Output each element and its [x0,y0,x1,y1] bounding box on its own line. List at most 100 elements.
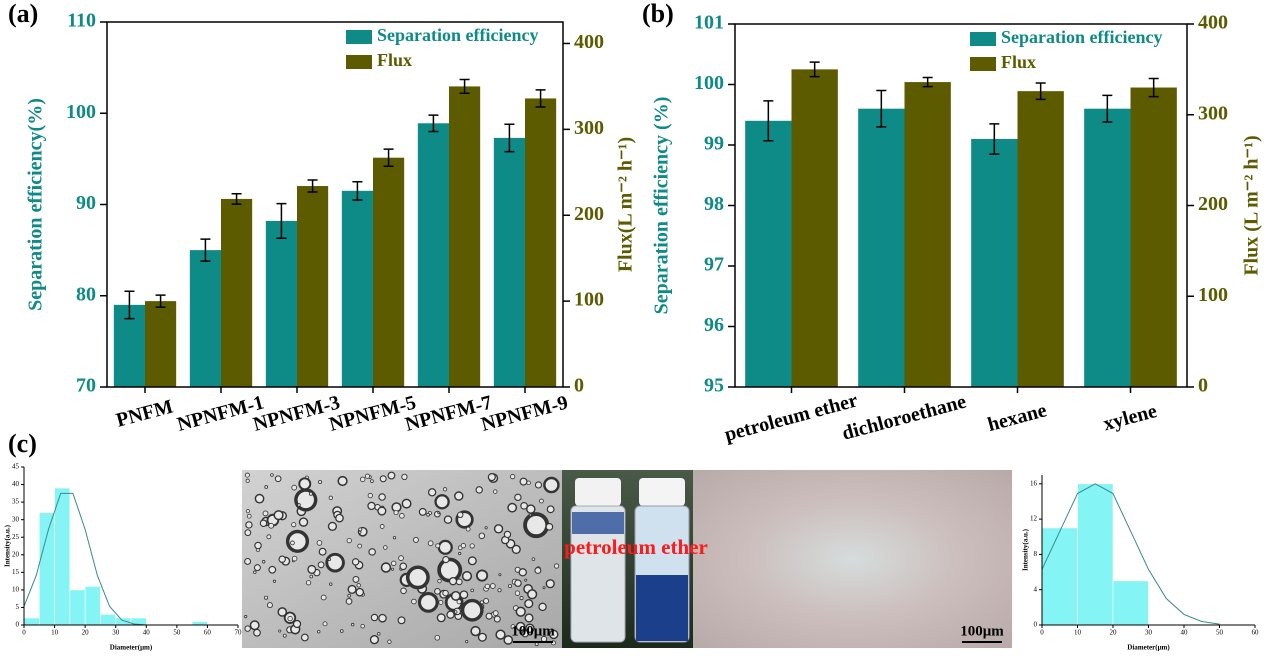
error-bar [809,61,820,78]
bar [904,82,951,387]
vial-cap [639,478,685,506]
plot-frame [734,23,1188,388]
x-tick-label: NPNFM-9 [479,392,571,436]
bubble [254,541,262,550]
bubble [367,501,376,511]
bubble [329,582,333,586]
bubble [245,509,250,514]
bubble [245,478,250,483]
bubble [542,586,546,590]
y-axis-label: Separation efficiency(%) [25,98,47,311]
bubble [337,475,348,487]
bubble [411,598,417,605]
y-tick-label: 99 [704,133,724,155]
bubble [539,498,544,504]
bar [791,69,838,387]
bubble [470,588,475,593]
error-bar [989,123,1000,155]
bubble [417,591,439,613]
bubble [290,540,295,546]
bubble [292,619,302,629]
bubble [495,629,506,640]
bubble [320,594,327,601]
legend-label: Separation efficiency [377,25,538,45]
bubble [356,583,361,588]
legend-label: Flux [377,50,412,70]
bubble [518,568,527,577]
bubble [497,588,502,593]
y2-tick-label: 300 [574,117,604,139]
bubble [270,473,274,477]
bubble [524,578,528,582]
y-tick-label: 96 [704,314,724,336]
y-tick-label: 12 [1030,515,1038,523]
error-bar [535,89,546,108]
bubble [538,602,547,612]
bubble [442,487,448,492]
bubble [391,567,395,571]
bubble [519,477,528,486]
legend-swatch [346,55,372,69]
bubble [418,507,427,516]
y-tick-label: 40 [12,480,20,488]
x-tick-label: 60 [1252,629,1260,637]
bubble [545,522,554,531]
vials [570,478,690,643]
x-tick-label: dichloroethane [840,390,969,444]
bar [858,108,905,387]
bubble [345,598,353,605]
bubble [346,537,352,544]
bubble [318,547,327,556]
bubble [492,489,498,494]
error-bar [504,123,515,153]
bubble [391,560,397,566]
bubble [253,564,261,572]
bubble [253,570,257,575]
bubble [316,540,323,546]
bubble [526,504,536,514]
x-tick-label: 10 [51,629,59,637]
error-bar [276,202,287,240]
y-tick-label: 16 [1030,479,1038,487]
bubble [297,503,301,507]
bubble [370,479,374,483]
error-bar [383,148,394,168]
bubble [383,545,388,550]
bubble [368,548,376,556]
bubble [291,555,298,562]
bubble [387,471,396,480]
bar [297,186,329,387]
bar [525,98,557,387]
histogram-bar [38,512,55,626]
bubble [322,621,328,627]
bubble [524,613,534,623]
y-axis-label: Intensity(a.u.) [4,524,12,567]
bubble [534,642,539,647]
error-bar [876,89,887,128]
x-tick-label: 20 [82,629,90,637]
x-tick-label: 0 [22,629,26,637]
bubble [328,495,334,501]
y-tick-label: 80 [76,283,96,305]
bubble [546,505,555,514]
bubble [318,480,323,485]
bubble [253,628,261,637]
x-tick-label: petroleum ether [722,389,860,446]
x-tick-label: 50 [1216,629,1224,637]
bubble [249,620,260,631]
bar [1130,87,1177,388]
bubble [308,491,313,496]
bubble [398,555,404,561]
y2-tick-label: 400 [574,31,604,53]
histogram-bar [115,617,132,626]
bubble [448,577,458,586]
y2-tick-label: 200 [1198,193,1228,215]
bubble [399,562,408,571]
bubble [298,517,309,527]
error-bar [307,179,318,193]
bubble [268,522,275,529]
bubble [442,589,449,597]
bubble [351,558,360,566]
bubble [436,613,446,623]
bubble [549,629,559,640]
